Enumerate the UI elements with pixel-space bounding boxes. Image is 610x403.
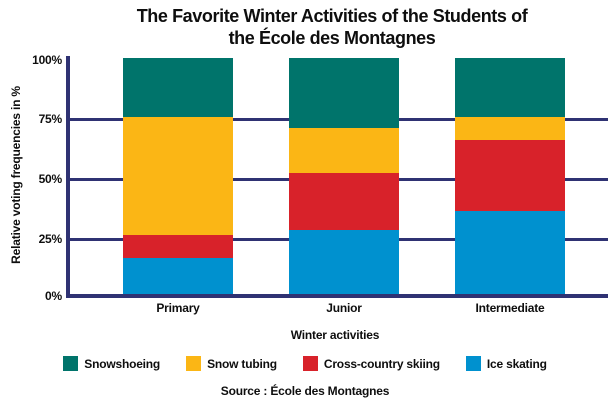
x-tick-label: Junior — [326, 301, 362, 315]
x-axis-title: Winter activities — [290, 328, 380, 342]
stacked-bar-junior — [289, 57, 399, 294]
y-tick-0: 0% — [45, 289, 62, 303]
chart-title-line2: the École des Montagnes — [228, 28, 436, 48]
y-tick-25: 25% — [38, 232, 63, 246]
legend-item: Cross-country skiing — [302, 356, 440, 371]
legend-label: Ice skating — [486, 356, 547, 371]
bar-segment — [455, 210, 565, 294]
bar-segment — [455, 57, 565, 117]
legend-item: Ice skating — [465, 356, 547, 371]
y-tick-75: 75% — [38, 112, 63, 126]
chart-title-line1: The Favorite Winter Activities of the St… — [136, 6, 528, 26]
bar-segment — [123, 116, 233, 235]
legend-swatch-icon — [302, 356, 318, 371]
bar-segment — [123, 258, 233, 294]
bar-segment — [455, 116, 565, 141]
legend-label: Cross-country skiing — [323, 356, 440, 371]
legend-item: Snow tubing — [186, 356, 277, 371]
legend-swatch-icon — [186, 356, 202, 371]
legend-label: Snow tubing — [207, 356, 277, 371]
bar-segment — [123, 234, 233, 259]
bar-segment — [289, 229, 399, 294]
y-tick-100: 100% — [32, 53, 62, 67]
legend-swatch-icon — [63, 356, 79, 371]
x-tick-labels: Primary Junior Intermediate — [66, 301, 608, 317]
stacked-bar-intermediate — [455, 57, 565, 294]
legend-label: Snowshoeing — [84, 356, 161, 371]
x-tick-label: Primary — [156, 301, 200, 315]
bar-segment — [123, 57, 233, 117]
x-axis-line — [66, 293, 608, 298]
chart-title: The Favorite Winter Activities of the St… — [137, 5, 528, 49]
bar-segment — [289, 173, 399, 230]
source-caption: Source : École des Montagnes — [220, 384, 390, 398]
bars-area — [66, 57, 608, 294]
legend-item: Snowshoeing — [63, 356, 160, 371]
y-axis-line — [66, 56, 70, 298]
bar-segment — [455, 140, 565, 211]
bar-segment — [289, 128, 399, 174]
legend: Snowshoeing Snow tubing Cross-country skii… — [0, 356, 610, 371]
stacked-bar-primary — [123, 57, 233, 294]
bar-segment — [289, 57, 399, 129]
legend-swatch-icon — [465, 356, 481, 371]
x-tick-label: Intermediate — [475, 301, 545, 315]
y-tick-50: 50% — [38, 172, 63, 186]
